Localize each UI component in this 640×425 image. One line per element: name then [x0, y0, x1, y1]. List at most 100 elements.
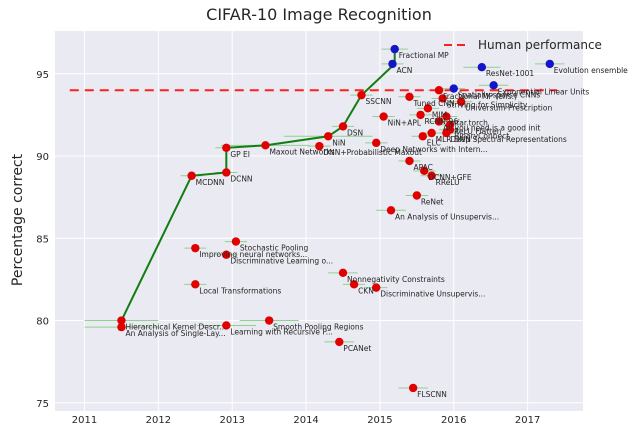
point-label: cifar.torch — [450, 119, 488, 128]
data-point — [427, 128, 436, 138]
data-point — [338, 268, 348, 278]
data-point — [372, 138, 381, 148]
data-point — [545, 59, 554, 69]
point-label: Stochastic Pooling — [240, 244, 309, 253]
data-point — [261, 141, 270, 150]
legend-label: Human performance — [478, 38, 602, 52]
point-label: ResNet-1001 — [486, 69, 535, 78]
point-label: Discriminative Learning o... — [230, 257, 333, 266]
data-point — [408, 383, 418, 393]
point-label: Deep Networks with Intern... — [380, 145, 487, 154]
data-point — [477, 62, 487, 72]
x-tick-label: 2015 — [367, 415, 392, 425]
point-label: DCNN — [230, 174, 252, 183]
point-label: DSN — [347, 128, 363, 137]
y-tick-label: 95 — [36, 70, 49, 81]
point-label: Universum Prescription — [465, 104, 552, 113]
point-label: Hierarchical Kernel Descr... — [125, 323, 226, 332]
point-label: Learning with Recursive P... — [230, 327, 333, 336]
plot-area — [55, 31, 583, 411]
point-label: PCANet — [343, 344, 371, 353]
point-label: RCNN-96 — [425, 117, 459, 126]
point-label: DNN+Probabilistic Maxout — [323, 148, 422, 157]
x-tick-label: 2012 — [146, 415, 171, 425]
point-label: ReLU Flatten — [454, 127, 502, 136]
point-label: MIM — [432, 110, 447, 119]
data-point — [117, 316, 126, 325]
point-label: Evolution ensemble — [554, 66, 628, 75]
data-point — [405, 156, 414, 166]
state-of-art-frontier-line — [120, 49, 396, 321]
x-tick-label: 2011 — [72, 415, 97, 425]
point-label: Exponential Linear Units — [498, 87, 590, 96]
point-label: Striving for Simplicity — [447, 100, 528, 109]
point-label: An Analysis of Unsupervis... — [395, 212, 499, 221]
data-point — [423, 104, 433, 113]
data-point — [315, 141, 324, 151]
point-label: Smooth Pooling Regions — [273, 323, 363, 332]
point-label: NiN — [332, 138, 345, 147]
point-label: MLR DNN — [436, 135, 471, 144]
y-tick-label: 90 — [36, 152, 49, 163]
x-tick-label: 2013 — [220, 415, 245, 425]
data-point — [405, 92, 414, 102]
point-label: RReLU — [436, 178, 460, 187]
data-point — [372, 283, 381, 292]
data-point — [222, 250, 231, 259]
data-point — [191, 243, 200, 253]
point-label: Discriminative Unsupervis... — [380, 290, 485, 299]
point-label: DCNN+GFE — [428, 173, 472, 182]
data-point — [416, 110, 425, 120]
chart-title: CIFAR-10 Image Recognition — [206, 5, 432, 24]
point-label: All you need is a good init — [443, 123, 540, 132]
data-point — [388, 59, 397, 69]
point-label: GP EI — [230, 150, 250, 159]
data-point — [390, 44, 399, 54]
data-point — [222, 143, 231, 152]
point-label: Fractional MP — [399, 51, 449, 60]
point-label: Nonnegativity Constraints — [347, 275, 445, 284]
data-point — [412, 191, 422, 200]
y-axis-label: Percentage correct — [10, 153, 26, 286]
point-label: Improving neural networks... — [199, 250, 307, 259]
point-label: Local Transformations — [199, 286, 281, 295]
data-point — [335, 337, 344, 347]
point-label: Spatially-sparse CNNs — [458, 91, 541, 100]
legend: Human performance — [444, 38, 602, 52]
point-label: Fractional MP (ens.) — [443, 92, 517, 101]
point-label: MCDNN — [196, 178, 225, 187]
axes: 2011 2012 2013 2014 2015 2016 2017 75 80 85 90 95 — [36, 70, 540, 425]
data-point — [338, 122, 348, 131]
point-label: ReNet — [421, 198, 444, 207]
point-labels: Fractional MP ACN ResNet-1001 Evolution ens… — [125, 51, 628, 399]
data-point — [386, 206, 396, 215]
point-label: ACN — [396, 66, 412, 75]
y-tick-label: 85 — [36, 234, 49, 245]
data-point — [222, 321, 231, 330]
data-point — [222, 168, 231, 177]
point-label: An Analysis of Single-Lay... — [125, 329, 225, 338]
data-point — [434, 86, 444, 95]
data-point — [349, 280, 359, 289]
data-point — [191, 280, 200, 289]
data-point — [420, 166, 429, 176]
point-label: SSCNN — [365, 97, 391, 106]
data-point — [442, 128, 451, 138]
data-point — [379, 112, 388, 121]
x-tick-label: 2016 — [441, 415, 466, 425]
data-points — [117, 44, 554, 393]
data-point — [187, 171, 196, 180]
data-point — [357, 90, 366, 100]
data-point — [264, 316, 274, 325]
data-point — [231, 237, 241, 246]
point-label: CKN — [358, 286, 374, 295]
data-point — [324, 132, 333, 141]
data-point — [117, 322, 126, 332]
y-tick-label: 80 — [36, 317, 49, 328]
data-point — [456, 97, 466, 106]
y-tick-label: 75 — [36, 399, 49, 410]
data-point — [418, 132, 427, 141]
data-point — [438, 94, 447, 103]
point-label: Deep Spectral Representations — [450, 135, 566, 144]
